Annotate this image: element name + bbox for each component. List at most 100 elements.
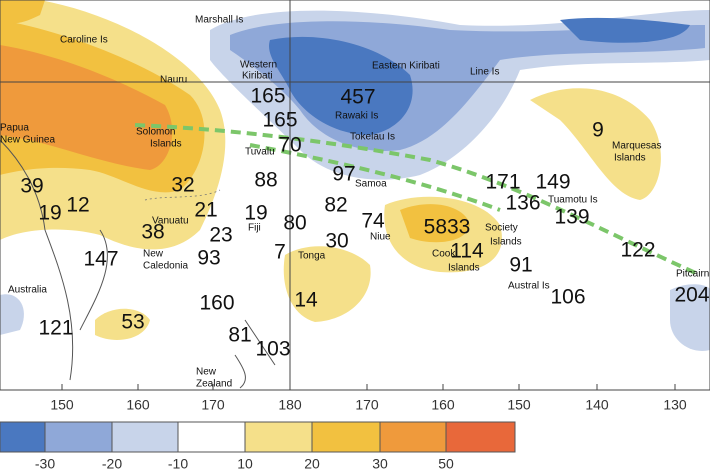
- place-label: Tuamotu Is: [548, 195, 598, 206]
- longitude-label: 170: [355, 397, 379, 413]
- value-label: 136: [505, 192, 540, 215]
- value-label: 9: [592, 119, 604, 142]
- value-label: 106: [550, 286, 585, 309]
- value-label: 30: [325, 230, 348, 253]
- value-label: 165: [262, 109, 297, 132]
- place-label: New: [196, 367, 217, 378]
- value-label: 12: [66, 194, 89, 217]
- legend-swatch: [111, 421, 179, 453]
- place-label: New: [143, 249, 164, 260]
- longitude-label: 150: [50, 397, 74, 413]
- value-label: 165: [250, 85, 285, 108]
- longitude-label: 150: [507, 397, 531, 413]
- value-label: 122: [620, 239, 655, 262]
- place-label: Islands: [150, 139, 182, 150]
- map-frame: [0, 0, 710, 391]
- place-label: Australia: [8, 285, 47, 296]
- value-label: 74: [361, 210, 385, 233]
- longitude-label: 160: [126, 397, 150, 413]
- legend-swatch: [244, 421, 313, 453]
- place-label: Tuvalu: [245, 147, 275, 158]
- value-label: 121: [38, 317, 73, 340]
- place-label: Nauru: [160, 75, 187, 86]
- value-label: 14: [294, 289, 318, 312]
- value-label: 5833: [424, 216, 471, 239]
- legend-swatch: [0, 421, 46, 453]
- legend-label: -20: [102, 456, 122, 472]
- longitude-label: 170: [201, 397, 225, 413]
- spcz: [134, 123, 701, 277]
- place-label: Eastern Kiribati: [372, 61, 440, 72]
- value-label: 23: [209, 224, 232, 247]
- place-label: Solomon: [136, 127, 175, 138]
- value-label: 82: [324, 194, 347, 217]
- place-label: Islands: [614, 153, 646, 164]
- legend-label: -30: [35, 456, 55, 472]
- longitude-label: 130: [663, 397, 687, 413]
- place-label: Vanuatu: [152, 216, 189, 227]
- longitude-label: 140: [585, 397, 609, 413]
- legend-swatch: [311, 421, 381, 453]
- value-label: 32: [171, 174, 194, 197]
- value-label: 53: [121, 311, 144, 334]
- value-label: 204: [674, 284, 709, 307]
- place-label: Fiji: [248, 223, 261, 234]
- place-label: Caroline Is: [60, 35, 108, 46]
- value-label: 171: [485, 171, 520, 194]
- value-label: 38: [141, 221, 164, 244]
- value-label: 19: [38, 202, 61, 225]
- legend-label: 10: [237, 456, 253, 472]
- value-label: 91: [509, 254, 532, 277]
- value-label: 70: [278, 134, 301, 157]
- value-label: 81: [228, 324, 251, 347]
- place-label: Rawaki Is: [335, 111, 378, 122]
- place-label: Kiribati: [242, 71, 273, 82]
- value-label: 21: [194, 199, 217, 222]
- value-label: 149: [535, 171, 570, 194]
- place-label: Zealand: [196, 379, 232, 390]
- longitude-label: 180: [278, 397, 302, 413]
- place-label: Austral Is: [508, 281, 550, 292]
- value-label: 7: [274, 241, 286, 264]
- legend-swatch: [44, 421, 113, 453]
- place-label: Caledonia: [143, 261, 188, 272]
- value-label: 80: [283, 212, 306, 235]
- place-label: Marquesas: [612, 141, 661, 152]
- value-label: 103: [255, 338, 290, 361]
- legend-swatch: [445, 421, 516, 453]
- place-label: Cook: [432, 249, 456, 260]
- place-label: Marshall Is: [195, 15, 243, 26]
- value-label: 139: [554, 206, 589, 229]
- value-label: 88: [254, 169, 277, 192]
- legend-label: -10: [168, 456, 188, 472]
- place-label: Society: [485, 223, 518, 234]
- place-label: Line Is: [470, 67, 499, 78]
- value-label: 147: [83, 248, 118, 271]
- value-label: 19: [244, 202, 267, 225]
- place-label: Pitcairn: [676, 269, 709, 280]
- place-label: Samoa: [355, 179, 387, 190]
- value-label: 160: [199, 292, 234, 315]
- legend-label: 20: [304, 456, 320, 472]
- value-label: 39: [20, 175, 43, 198]
- legend-label: 30: [372, 456, 388, 472]
- value-label: 93: [197, 247, 220, 270]
- legend-swatch: [177, 421, 246, 453]
- place-label: Western: [240, 60, 277, 71]
- place-label: Islands: [448, 263, 480, 274]
- place-label: New Guinea: [0, 135, 55, 146]
- regions: [0, 0, 710, 389]
- place-label: Islands: [490, 237, 522, 248]
- place-label: Papua: [0, 123, 29, 134]
- place-label: Tonga: [298, 251, 326, 262]
- legend-label: 50: [438, 456, 454, 472]
- longitude-label: 160: [431, 397, 455, 413]
- legend-swatch: [379, 421, 447, 453]
- place-label: Tokelau Is: [350, 132, 395, 143]
- value-label: 114: [450, 240, 484, 263]
- value-label: 457: [340, 86, 375, 109]
- value-label: 97: [332, 163, 355, 186]
- place-label: Niue: [370, 232, 391, 243]
